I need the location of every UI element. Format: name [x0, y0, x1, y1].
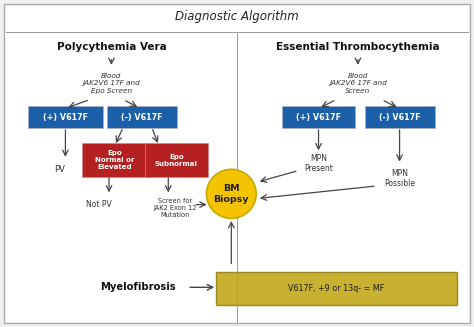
Text: BM
Biopsy: BM Biopsy [214, 184, 249, 204]
Text: Blood
JAK2V6 17F and
Epo Screen: Blood JAK2V6 17F and Epo Screen [82, 73, 140, 94]
Text: MPN
Possible: MPN Possible [384, 169, 415, 188]
FancyBboxPatch shape [282, 106, 355, 129]
Text: Polycythemia Vera: Polycythemia Vera [56, 42, 166, 52]
FancyBboxPatch shape [82, 144, 148, 177]
Text: Essential Thrombocythemia: Essential Thrombocythemia [276, 42, 440, 52]
FancyBboxPatch shape [28, 106, 103, 129]
Text: Diagnostic Algorithm: Diagnostic Algorithm [175, 10, 299, 23]
Text: Not PV: Not PV [86, 200, 111, 209]
FancyBboxPatch shape [216, 272, 457, 304]
Text: (-) V617F: (-) V617F [121, 113, 163, 122]
Text: (-) V617F: (-) V617F [379, 113, 420, 122]
FancyBboxPatch shape [145, 144, 208, 177]
Text: PV: PV [54, 164, 64, 174]
Ellipse shape [207, 169, 256, 218]
Text: V617F, +9 or 13q- = MF: V617F, +9 or 13q- = MF [288, 284, 385, 293]
FancyBboxPatch shape [365, 106, 435, 129]
Text: Epo
Normal or
Elevated: Epo Normal or Elevated [95, 150, 135, 170]
Text: Epo
Subnormal: Epo Subnormal [155, 154, 198, 167]
Text: (+) V617F: (+) V617F [296, 113, 341, 122]
Text: (+) V617F: (+) V617F [43, 113, 88, 122]
FancyBboxPatch shape [107, 106, 177, 129]
Text: Screen for
JAK2 Exon 12
Mutation: Screen for JAK2 Exon 12 Mutation [154, 198, 197, 218]
FancyBboxPatch shape [4, 4, 470, 323]
Text: Myelofibrosis: Myelofibrosis [100, 282, 175, 292]
Text: Blood
JAK2V6 17F and
Screen: Blood JAK2V6 17F and Screen [329, 73, 387, 94]
Text: MPN
Present: MPN Present [304, 154, 333, 173]
